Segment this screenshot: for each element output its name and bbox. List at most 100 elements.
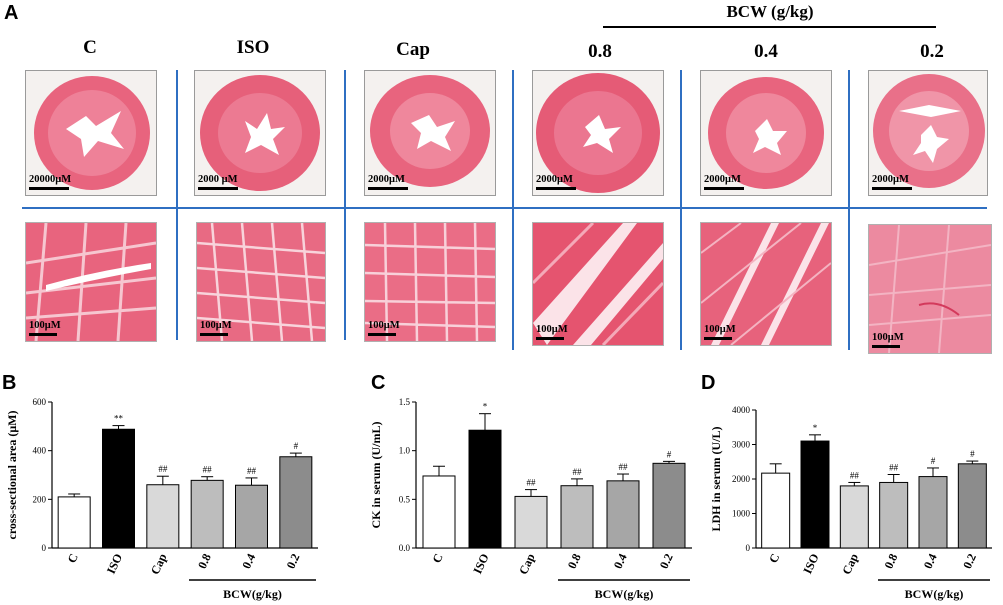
chart-c-category-label: 0.8 xyxy=(565,551,584,571)
chart-b-significance-mark: ** xyxy=(114,414,124,424)
scale-bar-bottom-0-8 xyxy=(536,337,564,340)
bcw-group-line xyxy=(603,26,936,28)
panel-d-letter: D xyxy=(701,372,716,394)
chart-d: 0 1000 2000 3000 4000 LDH in serum (U/L) C * ISO… xyxy=(709,405,992,601)
separator-vertical-3 xyxy=(512,70,514,350)
chart-b: 0 200 400 600 cross-sectional area (μM) C ** IS… xyxy=(5,397,318,601)
chart-c-significance-mark: ## xyxy=(527,478,537,488)
scale-bar-top-c xyxy=(29,187,69,190)
separator-vertical-1 xyxy=(176,70,178,340)
chart-d-category-label: ISO xyxy=(800,551,821,576)
chart-c-category-label: 0.2 xyxy=(657,551,676,571)
chart-b-significance-mark: ## xyxy=(158,464,168,474)
chart-c-ytick-label: 1.5 xyxy=(399,397,411,407)
scale-label-bottom-cap: 100μM xyxy=(368,320,400,331)
chart-b-bar xyxy=(190,479,224,549)
chart-d-significance-mark: ## xyxy=(850,470,860,480)
chart-d-ytick-label: 1000 xyxy=(732,509,751,519)
chart-d-bar xyxy=(957,463,987,549)
micrograph-0-4: 100μM xyxy=(700,222,832,346)
chart-b-bar xyxy=(146,484,180,549)
scale-label-top-c: 20000μM xyxy=(29,174,72,185)
chart-b-ytick-label: 200 xyxy=(33,494,47,504)
chart-c-category-label: Cap xyxy=(516,551,538,577)
chart-c-xlabel: BCW(g/kg) xyxy=(595,587,654,601)
chart-b-bar xyxy=(57,496,91,549)
chart-b-ylabel: cross-sectional area (μM) xyxy=(5,411,19,540)
separator-vertical-2 xyxy=(344,70,346,340)
chart-c-bar xyxy=(422,475,456,549)
heart-section-c: 20000μM xyxy=(25,70,157,196)
chart-c-category-label: C xyxy=(429,551,445,565)
scale-bar-top-iso xyxy=(198,187,238,190)
chart-c-category-label: 0.4 xyxy=(611,551,630,571)
chart-b-category-label: Cap xyxy=(148,551,170,577)
chart-b-significance-mark: # xyxy=(294,441,299,451)
chart-b-ytick-label: 600 xyxy=(33,397,47,407)
chart-c-ytick-label: 0.0 xyxy=(399,543,411,553)
chart-d-category-label: 0.4 xyxy=(921,551,940,571)
scale-label-top-cap: 2000μM xyxy=(368,174,405,185)
chart-d-bar xyxy=(761,472,791,549)
chart-b-ytick-label: 400 xyxy=(33,446,47,456)
chart-c-significance-mark: ## xyxy=(619,462,629,472)
column-label-iso: ISO xyxy=(236,37,270,58)
chart-d-bar xyxy=(918,476,948,549)
scale-bar-top-0-2 xyxy=(872,187,912,190)
micrograph-iso: 100μM xyxy=(196,222,326,342)
heart-section-0-2: 2000μM xyxy=(868,70,988,196)
heart-section-iso: 2000 μM xyxy=(194,70,326,196)
heart-section-0-8: 2000μM xyxy=(532,70,664,196)
scale-label-top-0-4: 2000μM xyxy=(704,174,741,185)
chart-c-bar xyxy=(606,480,640,549)
micrograph-cap: 100μM xyxy=(364,222,496,342)
scale-bar-top-0-8 xyxy=(536,187,576,190)
chart-b-significance-mark: ## xyxy=(203,465,213,475)
micrograph-c: 100μM xyxy=(25,222,157,342)
scale-label-bottom-c: 100μM xyxy=(29,320,61,331)
chart-d-ytick-label: 3000 xyxy=(732,440,751,450)
chart-d-category-label: C xyxy=(766,551,782,565)
scale-label-bottom-0-2: 100μM xyxy=(872,332,904,343)
chart-b-bar xyxy=(235,484,268,549)
chart-b-xlabel: BCW(g/kg) xyxy=(223,587,282,601)
chart-b-category-label: 0.2 xyxy=(284,551,303,571)
chart-d-category-label: 0.2 xyxy=(960,551,979,571)
chart-c-ytick-label: 0.5 xyxy=(399,494,411,504)
column-label-c: C xyxy=(83,37,97,58)
scale-label-top-0-2: 2000μM xyxy=(872,174,909,185)
scale-bar-bottom-0-2 xyxy=(872,345,900,348)
chart-c-bar xyxy=(560,485,594,549)
panel-a-letter: A xyxy=(4,2,19,24)
chart-c-bar xyxy=(514,495,548,549)
heart-section-0-4: 2000μM xyxy=(700,70,832,196)
chart-c-bar xyxy=(468,429,502,549)
chart-b-significance-mark: ## xyxy=(247,466,257,476)
separator-vertical-5 xyxy=(848,70,850,350)
bcw-group-label: BCW (g/kg) xyxy=(726,2,814,21)
chart-b-ytick-label: 0 xyxy=(42,543,47,553)
micrograph-0-2: 100μM xyxy=(868,224,992,354)
chart-d-xlabel: BCW(g/kg) xyxy=(905,587,964,601)
chart-b-category-label: C xyxy=(65,551,81,565)
chart-b-category-label: 0.8 xyxy=(195,551,214,571)
heart-section-cap: 2000μM xyxy=(364,70,496,196)
chart-c-ytick-label: 1.0 xyxy=(399,446,411,456)
scale-bar-top-0-4 xyxy=(704,187,744,190)
chart-d-bar xyxy=(800,440,830,549)
chart-c: 0.0 0.5 1.0 1.5 CK in serum (U/mL) C * ISO ## Cap… xyxy=(370,397,692,601)
micrograph-0-8: 100μM xyxy=(532,222,664,346)
panel-b-letter: B xyxy=(2,372,17,394)
chart-b-bar xyxy=(279,456,313,549)
scale-bar-bottom-iso xyxy=(200,333,228,336)
chart-b-category-label: 0.4 xyxy=(239,551,258,571)
chart-d-significance-mark: ## xyxy=(889,463,899,473)
column-label-0-2: 0.2 xyxy=(920,41,944,62)
scale-bar-top-cap xyxy=(368,187,408,190)
chart-d-significance-mark: # xyxy=(970,449,975,459)
chart-d-significance-mark: # xyxy=(931,456,936,466)
scale-label-bottom-0-8: 100μM xyxy=(536,324,568,335)
chart-c-category-label: ISO xyxy=(470,551,491,576)
separator-vertical-4 xyxy=(680,70,682,350)
chart-c-significance-mark: * xyxy=(483,402,488,412)
